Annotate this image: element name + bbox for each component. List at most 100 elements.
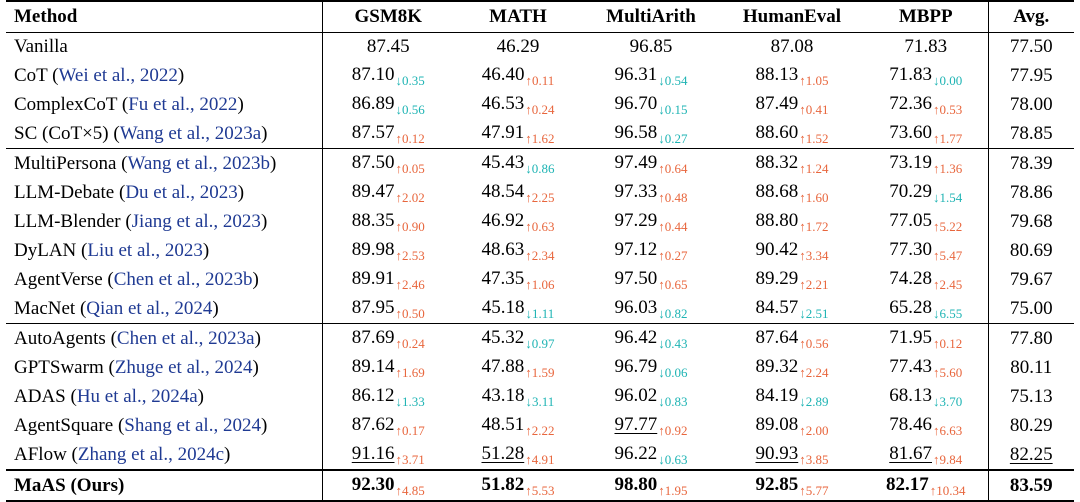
score-cell: 89.14↑1.69	[322, 353, 454, 382]
avg-cell: 82.25	[988, 440, 1074, 470]
score-value: 87.69	[351, 327, 395, 348]
score-cell: 89.08↑2.00	[720, 411, 864, 440]
method-name: AFlow (	[14, 443, 78, 465]
close-paren: )	[177, 64, 185, 86]
method-cell: MultiPersona (Wang et al., 2023b)	[6, 148, 323, 178]
delta-up: ↑3.71	[395, 452, 425, 467]
table-row: MultiPersona (Wang et al., 2023b) 87.50↑0…	[6, 148, 1074, 178]
score-value: 86.12	[351, 385, 395, 406]
score-value: 90.42	[755, 239, 799, 260]
score-value: 87.62	[351, 414, 395, 435]
delta-up: ↑0.90	[395, 219, 425, 234]
header-humaneval: HumanEval	[720, 0, 864, 33]
avg-cell: 78.85	[988, 119, 1074, 149]
delta-up: ↑0.53	[933, 102, 963, 117]
delta-up: ↑3.34	[799, 248, 829, 263]
score-value: 97.29	[614, 210, 658, 231]
delta-down: ↓0.56	[395, 102, 425, 117]
score-value: 86.89	[351, 93, 395, 114]
delta-up: ↑5.77	[799, 483, 829, 498]
score-value: 46.40	[481, 64, 525, 85]
score-cell: 84.19↓2.89	[720, 382, 864, 411]
score-value: 89.47	[351, 181, 395, 202]
score-cell: 77.05↑5.22	[864, 207, 989, 236]
score-value: 88.32	[755, 152, 799, 173]
score-value: 88.68	[755, 181, 799, 202]
method-cell: MacNet (Qian et al., 2024)	[6, 294, 323, 324]
delta-up: ↑0.63	[525, 219, 555, 234]
delta-down: ↓1.54	[933, 190, 963, 205]
method-name: AgentSquare (	[14, 414, 125, 436]
score-cell: 96.85	[582, 33, 720, 62]
score-cell: 71.83↓0.00	[864, 61, 989, 90]
delta-up: ↑0.27	[658, 248, 688, 263]
method-name: Vanilla	[14, 36, 68, 57]
delta-up: ↑1.60	[799, 190, 829, 205]
score-value: 96.22	[614, 443, 658, 464]
score-cell: 96.22↓0.63	[582, 440, 720, 470]
citation-link: Hu et al., 2024a	[76, 385, 198, 407]
score-cell: 97.49↑0.64	[582, 148, 720, 178]
score-cell: 87.62↑0.17	[322, 411, 454, 440]
score-value: 96.02	[614, 385, 658, 406]
score-cell: 96.79↓0.06	[582, 353, 720, 382]
avg-cell: 75.13	[988, 382, 1074, 411]
close-paren: )	[252, 268, 259, 290]
score-value: 87.10	[351, 64, 395, 85]
delta-up: ↑1.24	[799, 161, 829, 176]
delta-up: ↑1.62	[525, 131, 555, 146]
score-value: 96.79	[614, 356, 658, 377]
score-value: 87.57	[351, 122, 395, 143]
citation-link: Qian et al., 2024	[86, 297, 213, 319]
method-cell: AFlow (Zhang et al., 2024c)	[6, 440, 323, 470]
score-cell: 46.40↑0.11	[454, 61, 582, 90]
score-cell: 73.19↑1.36	[864, 148, 989, 178]
delta-up: ↑1.36	[933, 161, 963, 176]
score-cell: 88.13↑1.05	[720, 61, 864, 90]
score-cell: 86.89↓0.56	[322, 90, 454, 119]
method-cell: ComplexCoT (Fu et al., 2022)	[6, 90, 323, 119]
score-value: 88.60	[755, 122, 799, 143]
score-cell: 97.12↑0.27	[582, 236, 720, 265]
method-cell: Vanilla	[6, 32, 323, 61]
method-name: AgentVerse (	[14, 268, 114, 290]
score-cell: 78.46↑6.63	[864, 411, 989, 440]
delta-up: ↑2.22	[525, 423, 555, 438]
close-paren: )	[202, 239, 210, 261]
method-name: DyLAN (	[14, 239, 88, 261]
avg-value: 80.69	[1009, 239, 1053, 261]
method-cell: LLM-Debate (Du et al., 2023)	[6, 178, 323, 207]
score-value: 47.35	[481, 268, 525, 289]
score-value: 84.57	[755, 297, 799, 318]
avg-value: 83.59	[1009, 474, 1053, 496]
delta-up: ↑0.44	[658, 219, 688, 234]
citation-link: Wang et al., 2023b	[127, 152, 270, 174]
delta-down: ↓0.06	[658, 365, 688, 380]
method-name: MaAS (Ours)	[14, 474, 125, 496]
score-value: 51.28	[481, 443, 525, 464]
score-value: 87.45	[366, 36, 410, 57]
score-cell: 97.33↑0.48	[582, 178, 720, 207]
score-cell: 88.60↑1.52	[720, 119, 864, 149]
score-cell: 89.98↑2.53	[322, 236, 454, 265]
delta-up: ↑3.85	[799, 452, 829, 467]
delta-up: ↑0.12	[395, 131, 425, 146]
delta-down: ↓1.11	[525, 306, 555, 321]
avg-value: 78.00	[1009, 93, 1053, 115]
score-value: 68.13	[889, 385, 932, 406]
score-cell: 97.29↑0.44	[582, 207, 720, 236]
table-row: DyLAN (Liu et al., 2023) 89.98↑2.53 48.63↑…	[6, 236, 1074, 265]
delta-up: ↑4.85	[395, 483, 425, 498]
score-cell: 88.32↑1.24	[720, 148, 864, 178]
delta-up: ↑1.77	[933, 131, 963, 146]
avg-value: 79.68	[1009, 210, 1053, 232]
score-value: 45.18	[481, 297, 525, 318]
delta-up: ↑5.22	[933, 219, 963, 234]
delta-down: ↓0.00	[933, 73, 963, 88]
delta-down: ↓6.55	[933, 306, 963, 321]
score-cell: 87.45	[322, 33, 454, 62]
table-row: ComplexCoT (Fu et al., 2022) 86.89↓0.56 46…	[6, 90, 1074, 119]
delta-up: ↑0.24	[395, 336, 425, 351]
delta-down: ↓0.54	[658, 73, 688, 88]
delta-up: ↑1.06	[525, 277, 555, 292]
